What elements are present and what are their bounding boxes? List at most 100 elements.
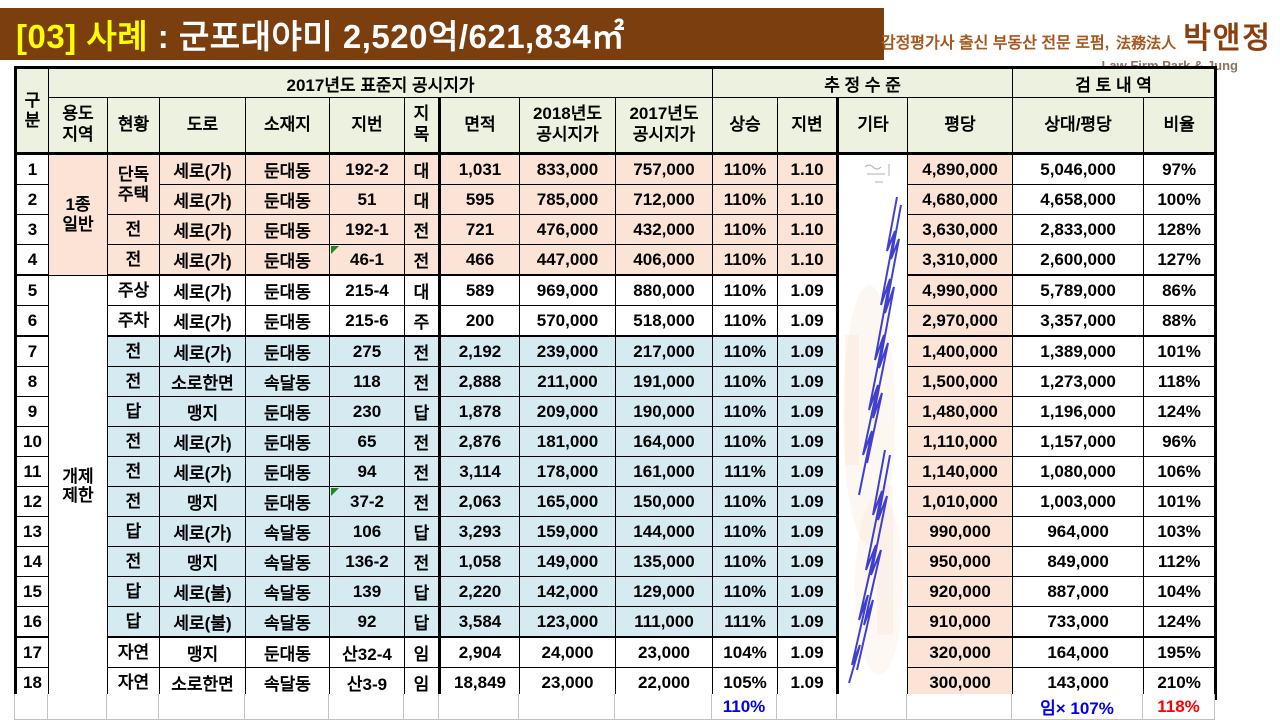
row-number[interactable]: 9 xyxy=(15,396,49,427)
cell-per-pyeong[interactable]: 1,480,000 xyxy=(907,396,1014,427)
cell-area[interactable]: 200 xyxy=(438,305,520,337)
cell-status[interactable]: 전 xyxy=(107,546,160,577)
cell-location[interactable]: 둔대동 xyxy=(245,214,330,245)
cell-landtype[interactable]: 대 xyxy=(404,153,440,185)
cell-landtype[interactable]: 전 xyxy=(404,486,440,517)
cell-relative[interactable]: 5,789,000 xyxy=(1012,274,1145,306)
cell-price2017[interactable]: 712,000 xyxy=(614,184,714,215)
cell-road[interactable]: 세로(가) xyxy=(159,214,246,245)
cell-ratio[interactable]: 86% xyxy=(1143,274,1217,306)
cell-landtype[interactable]: 답 xyxy=(404,606,440,638)
cell-factor[interactable]: 1.09 xyxy=(777,546,839,577)
cell-status[interactable]: 전 xyxy=(107,214,160,245)
cell-area[interactable]: 3,114 xyxy=(438,456,520,487)
cell-parcel[interactable]: 136-2 xyxy=(329,546,405,577)
cell-road[interactable]: 세로(불) xyxy=(159,576,246,607)
cell-road[interactable]: 세로(가) xyxy=(159,244,246,276)
cell-location[interactable]: 속달동 xyxy=(245,366,330,397)
cell-price2017[interactable]: 406,000 xyxy=(614,244,714,276)
cell-increase[interactable]: 110% xyxy=(712,153,779,185)
cell-price2018[interactable]: 159,000 xyxy=(519,516,616,547)
cell-per-pyeong[interactable]: 4,990,000 xyxy=(907,274,1014,306)
cell-increase[interactable]: 110% xyxy=(712,396,779,427)
cell-factor[interactable]: 1.09 xyxy=(777,576,839,607)
footer-cell[interactable] xyxy=(328,694,404,720)
col-header-increase[interactable]: 상승 xyxy=(712,97,779,155)
footer-cell[interactable] xyxy=(614,694,712,720)
cell-increase[interactable]: 111% xyxy=(712,456,779,487)
cell-increase[interactable]: 104% xyxy=(712,636,779,668)
cell-factor[interactable]: 1.09 xyxy=(777,516,839,547)
cell-price2017[interactable]: 757,000 xyxy=(614,153,714,185)
cell-price2017[interactable]: 518,000 xyxy=(614,305,714,337)
cell-parcel[interactable]: 192-2 xyxy=(329,153,405,185)
cell-ratio[interactable]: 112% xyxy=(1143,546,1217,577)
cell-factor[interactable]: 1.10 xyxy=(777,184,839,215)
cell-parcel[interactable]: 65 xyxy=(329,426,405,457)
cell-increase[interactable]: 110% xyxy=(712,184,779,215)
cell-status[interactable]: 답 xyxy=(107,516,160,547)
cell-etc[interactable] xyxy=(836,153,909,699)
cell-factor[interactable]: 1.09 xyxy=(777,486,839,517)
cell-increase[interactable]: 110% xyxy=(712,335,779,367)
row-number[interactable]: 5 xyxy=(15,274,49,306)
cell-status[interactable]: 자연 xyxy=(107,636,160,668)
cell-landtype[interactable]: 임 xyxy=(404,636,440,668)
cell-landtype[interactable]: 전 xyxy=(404,214,440,245)
cell-landtype[interactable]: 대 xyxy=(404,274,440,306)
cell-location[interactable]: 둔대동 xyxy=(245,636,330,668)
cell-status[interactable]: 전 xyxy=(107,456,160,487)
footer-cell[interactable] xyxy=(106,694,159,720)
cell-area[interactable]: 3,584 xyxy=(438,606,520,638)
cell-factor[interactable]: 1.09 xyxy=(777,456,839,487)
cell-parcel[interactable]: 215-6 xyxy=(329,305,405,337)
row-number[interactable]: 2 xyxy=(15,184,49,215)
cell-increase[interactable]: 110% xyxy=(712,366,779,397)
footer-total-ratio[interactable]: 118% xyxy=(1142,694,1215,720)
cell-increase[interactable]: 110% xyxy=(712,516,779,547)
cell-parcel[interactable]: 106 xyxy=(329,516,405,547)
cell-parcel[interactable]: 275 xyxy=(329,335,405,367)
cell-road[interactable]: 세로(가) xyxy=(159,305,246,337)
col-header-price2018[interactable]: 2018년도 공시지가 xyxy=(519,97,616,155)
cell-location[interactable]: 둔대동 xyxy=(245,305,330,337)
row-number[interactable]: 18 xyxy=(15,667,49,699)
cell-relative[interactable]: 1,389,000 xyxy=(1012,335,1145,367)
col-header-price2017[interactable]: 2017년도 공시지가 xyxy=(614,97,714,155)
cell-area[interactable]: 2,220 xyxy=(438,576,520,607)
cell-area[interactable]: 1,058 xyxy=(438,546,520,577)
cell-status[interactable]: 자연 xyxy=(107,667,160,699)
cell-ratio[interactable]: 96% xyxy=(1143,426,1217,457)
cell-per-pyeong[interactable]: 320,000 xyxy=(907,636,1014,668)
cell-location[interactable]: 둔대동 xyxy=(245,335,330,367)
cell-increase[interactable]: 110% xyxy=(712,426,779,457)
cell-increase[interactable]: 105% xyxy=(712,667,779,699)
cell-relative[interactable]: 4,658,000 xyxy=(1012,184,1145,215)
cell-status[interactable]: 답 xyxy=(107,606,160,638)
cell-location[interactable]: 둔대동 xyxy=(245,274,330,306)
cell-per-pyeong[interactable]: 1,400,000 xyxy=(907,335,1014,367)
cell-landtype[interactable]: 답 xyxy=(404,576,440,607)
row-number[interactable]: 4 xyxy=(15,244,49,276)
col-header-relative[interactable]: 상대/평당 xyxy=(1012,97,1145,155)
cell-road[interactable]: 소로한면 xyxy=(159,366,246,397)
col-header-area[interactable]: 면적 xyxy=(438,97,520,155)
cell-landtype[interactable]: 전 xyxy=(404,366,440,397)
cell-price2017[interactable]: 161,000 xyxy=(614,456,714,487)
cell-landtype[interactable]: 임 xyxy=(404,667,440,699)
cell-per-pyeong[interactable]: 910,000 xyxy=(907,606,1014,638)
cell-price2018[interactable]: 209,000 xyxy=(519,396,616,427)
cell-area[interactable]: 3,293 xyxy=(438,516,520,547)
row-number[interactable]: 1 xyxy=(15,153,49,185)
cell-status[interactable]: 전 xyxy=(107,335,160,367)
header-review-group[interactable]: 검 토 내 역 xyxy=(1012,67,1217,98)
cell-relative[interactable]: 1,196,000 xyxy=(1012,396,1145,427)
cell-road[interactable]: 세로(가) xyxy=(159,516,246,547)
cell-status[interactable]: 답 xyxy=(107,576,160,607)
cell-increase[interactable]: 110% xyxy=(712,576,779,607)
cell-road[interactable]: 맹지 xyxy=(159,546,246,577)
cell-price2017[interactable]: 150,000 xyxy=(614,486,714,517)
cell-factor[interactable]: 1.09 xyxy=(777,426,839,457)
cell-parcel[interactable]: 230 xyxy=(329,396,405,427)
cell-relative[interactable]: 964,000 xyxy=(1012,516,1145,547)
